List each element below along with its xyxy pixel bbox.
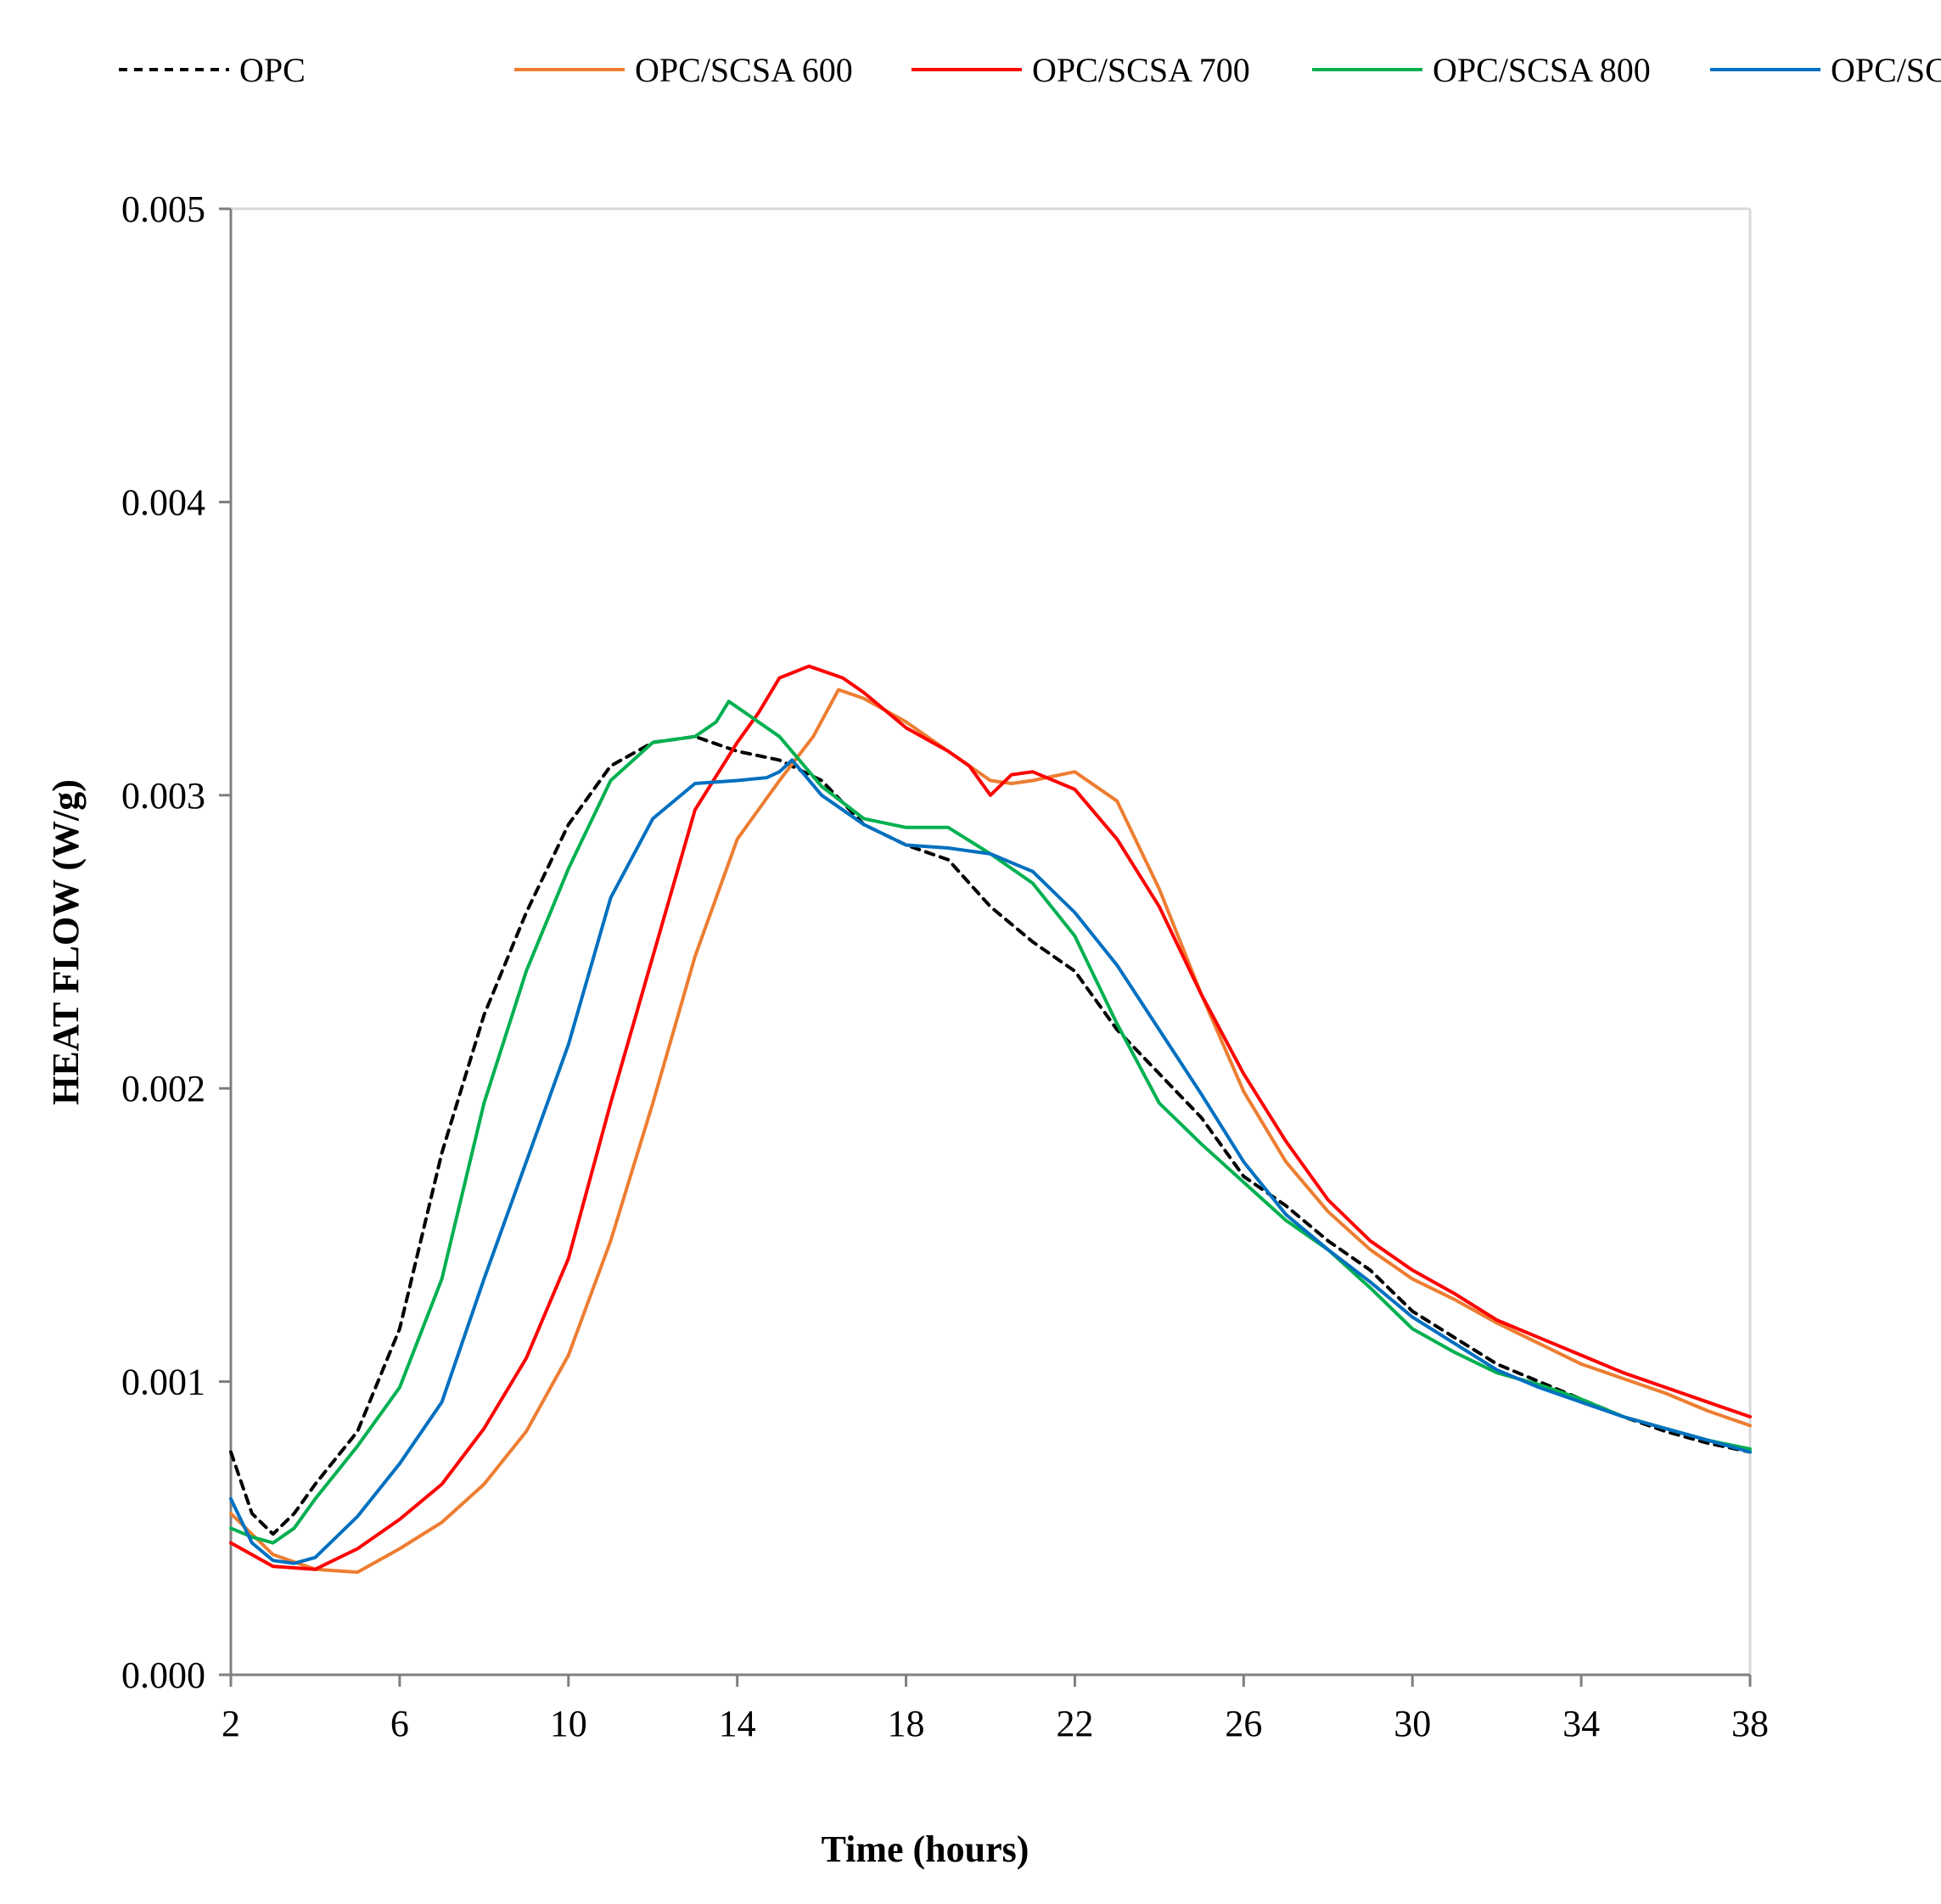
y-tick-label: 0.005 [121,188,205,230]
y-tick-label: 0.002 [121,1068,205,1109]
y-tick-label: 0.004 [121,481,205,523]
x-axis-title: Time (hours) [822,1828,1029,1870]
x-tick-label: 10 [550,1703,587,1744]
y-tick-label: 0.003 [121,775,205,817]
x-tick-label: 6 [390,1703,409,1744]
y-tick-label: 0.000 [121,1654,205,1696]
y-tick-label: 0.001 [121,1362,205,1403]
legend-label-0: OPC [239,51,306,89]
series-layer [229,664,1752,1575]
legend-label-4: OPC/SCSA 900 [1831,51,1941,89]
y-axis-title: HEAT FLOW (W/g) [45,779,87,1105]
series-line-1 [229,688,1752,1575]
x-tick-label: 22 [1056,1703,1093,1744]
x-tick-label: 18 [888,1703,925,1744]
legend: OPC OPC/SCSA 600 OPC/SCSA 700 OPC/SCSA 800 O… [119,51,1941,89]
plot-area [231,207,1752,1675]
y-axis: 0.000 0.001 0.002 0.003 0.004 0.005 [121,188,233,1696]
legend-label-2: OPC/SCSA 700 [1032,51,1250,89]
series-line-0 [229,734,1752,1536]
x-tick-label: 30 [1394,1703,1431,1744]
legend-label-1: OPC/SCSA 600 [635,51,853,89]
series-line-4 [229,758,1752,1565]
legend-label-3: OPC/SCSA 800 [1433,51,1651,89]
series-line-3 [229,699,1752,1545]
x-tick-label: 38 [1731,1703,1769,1744]
x-tick-label: 14 [719,1703,756,1744]
x-axis: 2 6 10 14 18 22 26 30 34 38 [222,1673,1769,1744]
x-tick-label: 26 [1225,1703,1262,1744]
x-tick-label: 34 [1562,1703,1600,1744]
series-line-2 [229,664,1752,1571]
x-tick-label: 2 [222,1703,240,1744]
